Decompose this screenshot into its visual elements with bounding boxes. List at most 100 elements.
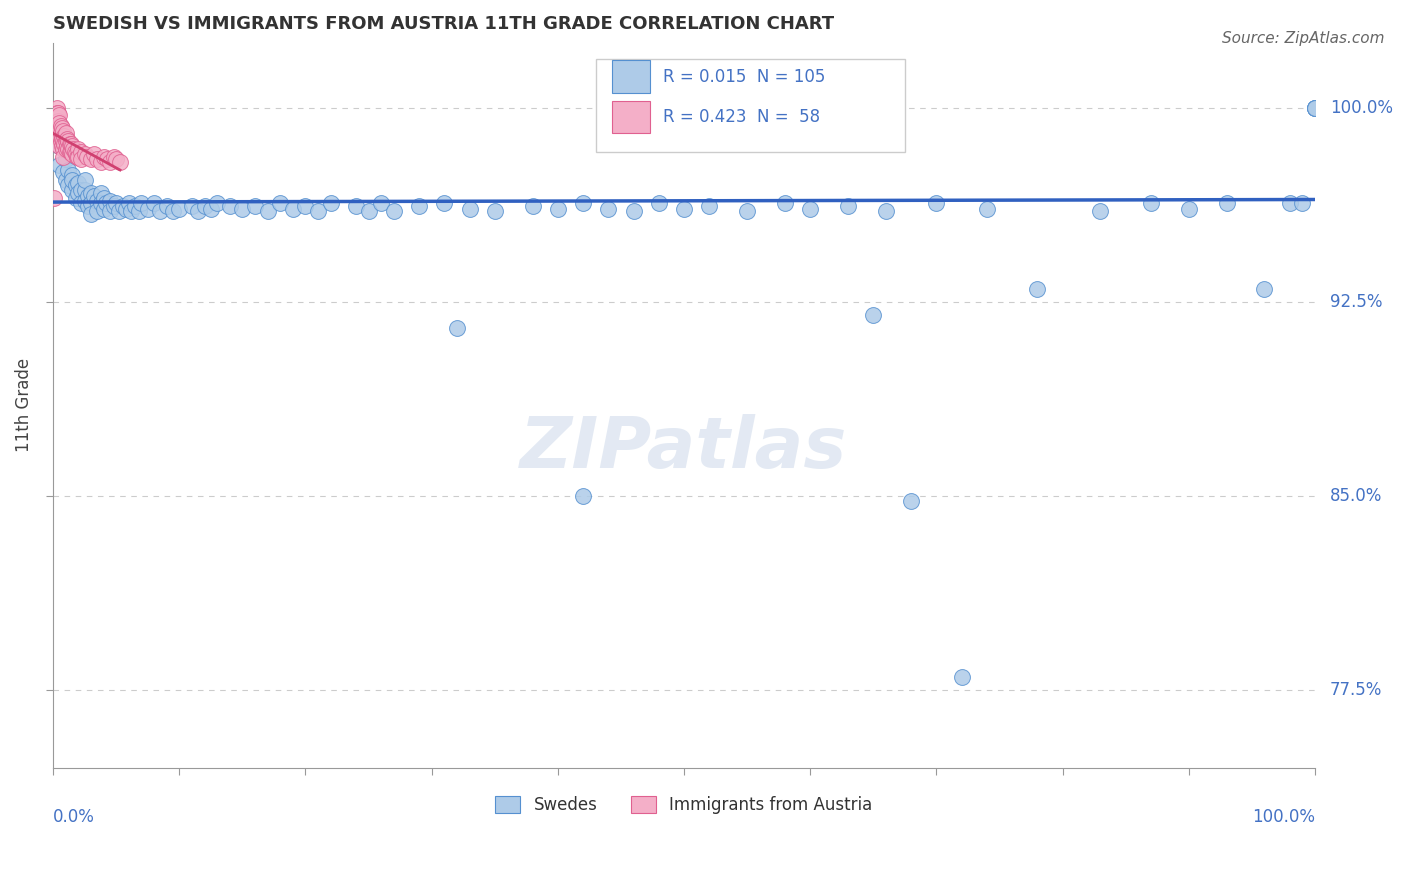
Point xyxy=(103,150,125,164)
Point xyxy=(60,173,83,187)
Point xyxy=(73,194,96,208)
Point xyxy=(48,139,70,153)
Point xyxy=(93,150,115,164)
Point xyxy=(49,119,72,133)
Point xyxy=(269,196,291,211)
Point xyxy=(58,145,80,159)
Point xyxy=(1291,196,1313,211)
Point xyxy=(59,136,82,151)
Text: 92.5%: 92.5% xyxy=(1330,293,1382,310)
Point xyxy=(70,145,93,159)
Point xyxy=(55,153,77,167)
Point xyxy=(80,186,103,200)
Point xyxy=(60,147,83,161)
Point xyxy=(66,150,89,164)
Point xyxy=(1303,101,1326,115)
Point xyxy=(98,155,121,169)
Point xyxy=(48,108,70,122)
Point xyxy=(65,178,87,193)
Point xyxy=(124,199,146,213)
Point xyxy=(51,121,73,136)
Point xyxy=(572,489,595,503)
Point xyxy=(45,101,67,115)
Point xyxy=(86,153,108,167)
Point xyxy=(1278,196,1301,211)
Point xyxy=(156,199,179,213)
Text: 77.5%: 77.5% xyxy=(1330,681,1382,699)
Point xyxy=(118,196,141,211)
Point xyxy=(46,121,69,136)
Point xyxy=(773,196,796,211)
Point xyxy=(484,204,506,219)
Point xyxy=(93,202,115,216)
Point xyxy=(45,111,67,125)
Point xyxy=(62,142,84,156)
Point xyxy=(70,183,93,197)
Text: 0.0%: 0.0% xyxy=(53,807,96,826)
Text: 100.0%: 100.0% xyxy=(1330,99,1393,117)
Point xyxy=(1090,204,1112,219)
Point xyxy=(200,202,222,216)
Point xyxy=(52,134,75,148)
Point xyxy=(90,196,112,211)
Point xyxy=(76,150,98,164)
Point xyxy=(1215,196,1237,211)
Point xyxy=(107,204,129,219)
Point xyxy=(231,202,253,216)
Text: 85.0%: 85.0% xyxy=(1330,487,1382,505)
Point xyxy=(370,196,392,211)
Point xyxy=(181,199,204,213)
Point xyxy=(307,204,329,219)
Text: R = 0.423  N =  58: R = 0.423 N = 58 xyxy=(662,108,820,126)
Point xyxy=(60,139,83,153)
Text: ZIPatlas: ZIPatlas xyxy=(520,414,848,483)
Point xyxy=(90,186,112,200)
Point xyxy=(52,150,75,164)
Point xyxy=(58,178,80,193)
Point xyxy=(83,147,105,161)
Point xyxy=(67,186,90,200)
Point xyxy=(976,202,998,216)
Point xyxy=(1303,101,1326,115)
Point xyxy=(1303,101,1326,115)
Point xyxy=(77,199,100,213)
Point xyxy=(52,142,75,156)
Point xyxy=(67,142,90,156)
Point xyxy=(458,202,481,216)
Point xyxy=(128,204,150,219)
Point xyxy=(522,199,544,213)
Point xyxy=(48,131,70,145)
Point xyxy=(162,204,184,219)
Point xyxy=(837,199,859,213)
Point xyxy=(900,494,922,508)
Point xyxy=(950,670,973,684)
Point xyxy=(48,116,70,130)
Point xyxy=(90,155,112,169)
Point xyxy=(735,204,758,219)
Point xyxy=(58,142,80,156)
Point xyxy=(48,157,70,171)
Point xyxy=(59,145,82,159)
Point xyxy=(547,202,569,216)
Point xyxy=(52,165,75,179)
Point xyxy=(875,204,897,219)
Point xyxy=(49,127,72,141)
Point xyxy=(218,199,240,213)
Point xyxy=(80,196,103,211)
Point xyxy=(86,204,108,219)
Point xyxy=(56,139,79,153)
Text: R = 0.015  N = 105: R = 0.015 N = 105 xyxy=(662,68,825,86)
Point xyxy=(44,191,66,205)
Point xyxy=(648,196,671,211)
Point xyxy=(187,204,209,219)
Legend: Swedes, Immigrants from Austria: Swedes, Immigrants from Austria xyxy=(489,789,879,821)
Point xyxy=(73,173,96,187)
Point xyxy=(98,194,121,208)
Point xyxy=(70,153,93,167)
Point xyxy=(446,320,468,334)
Point xyxy=(45,105,67,120)
Point xyxy=(67,150,90,164)
Point xyxy=(193,199,215,213)
Point xyxy=(80,153,103,167)
Point xyxy=(96,153,118,167)
